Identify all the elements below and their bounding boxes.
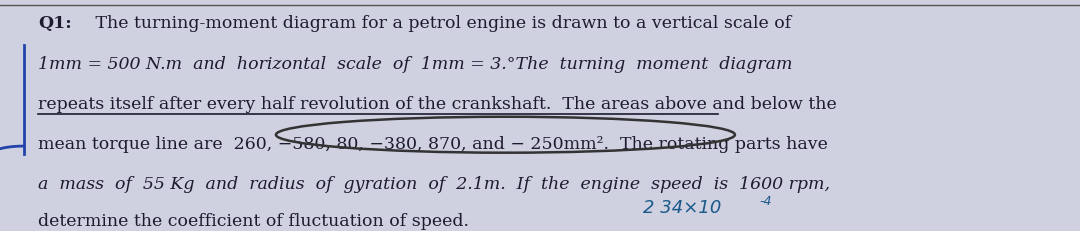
Text: 1mm = 500 N.m  and  horizontal  scale  of  1mm = 3.°The  turning  moment  diagra: 1mm = 500 N.m and horizontal scale of 1m… — [38, 55, 793, 72]
Text: 2 34×10: 2 34×10 — [643, 198, 721, 216]
Text: -4: -4 — [759, 194, 772, 207]
Text: determine the coefficient of fluctuation of speed.: determine the coefficient of fluctuation… — [38, 212, 469, 229]
Text: a  mass  of  55 Kg  and  radius  of  gyration  of  2.1m.  If  the  engine  speed: a mass of 55 Kg and radius of gyration o… — [38, 175, 829, 192]
Text: repeats itself after every half revolution of the crankshaft.  The areas above a: repeats itself after every half revoluti… — [38, 95, 837, 112]
Text: The turning-moment diagram for a petrol engine is drawn to a vertical scale of: The turning-moment diagram for a petrol … — [90, 15, 791, 32]
Text: mean torque line are  260, −580, 80, −380, 870, and − 250mm².  The rotating part: mean torque line are 260, −580, 80, −380… — [38, 135, 827, 152]
Text: Q1:: Q1: — [38, 15, 71, 32]
